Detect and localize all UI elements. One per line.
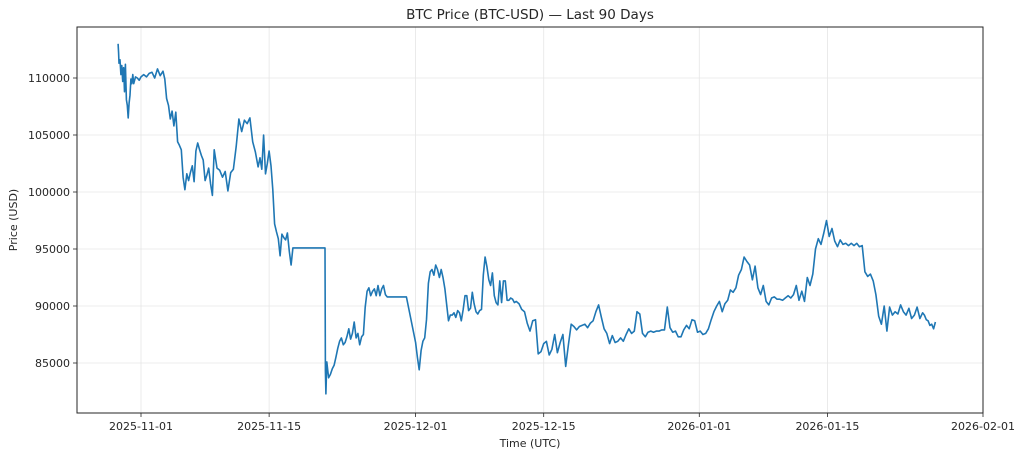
- x-tick-label: 2025-11-15: [237, 420, 301, 433]
- y-tick-label: 105000: [28, 129, 70, 142]
- y-tick-label: 85000: [35, 357, 70, 370]
- x-tick-label: 2026-02-01: [951, 420, 1015, 433]
- y-axis-ticks: 85000 90000 95000 100000 105000 110000: [28, 72, 77, 370]
- chart-title: BTC Price (BTC-USD) — Last 90 Days: [406, 7, 654, 23]
- x-tick-label: 2026-01-15: [795, 420, 859, 433]
- x-axis-ticks: 2025-11-01 2025-11-15 2025-12-01 2025-12-15…: [109, 413, 1015, 433]
- price-line-series: [117, 43, 937, 395]
- btc-price-line: [117, 43, 937, 395]
- x-tick-label: 2025-12-01: [384, 420, 448, 433]
- x-tick-label: 2025-11-01: [109, 420, 173, 433]
- y-tick-label: 95000: [35, 243, 70, 256]
- y-tick-label: 100000: [28, 186, 70, 199]
- x-tick-label: 2025-12-15: [512, 420, 576, 433]
- grid-lines: [77, 27, 984, 413]
- plot-area-frame: [76, 26, 984, 414]
- x-axis-label: Time (UTC): [499, 437, 561, 450]
- y-axis-label: Price (USD): [7, 189, 20, 251]
- x-tick-label: 2026-01-01: [667, 420, 731, 433]
- y-tick-label: 90000: [35, 300, 70, 313]
- y-tick-label: 110000: [28, 72, 70, 85]
